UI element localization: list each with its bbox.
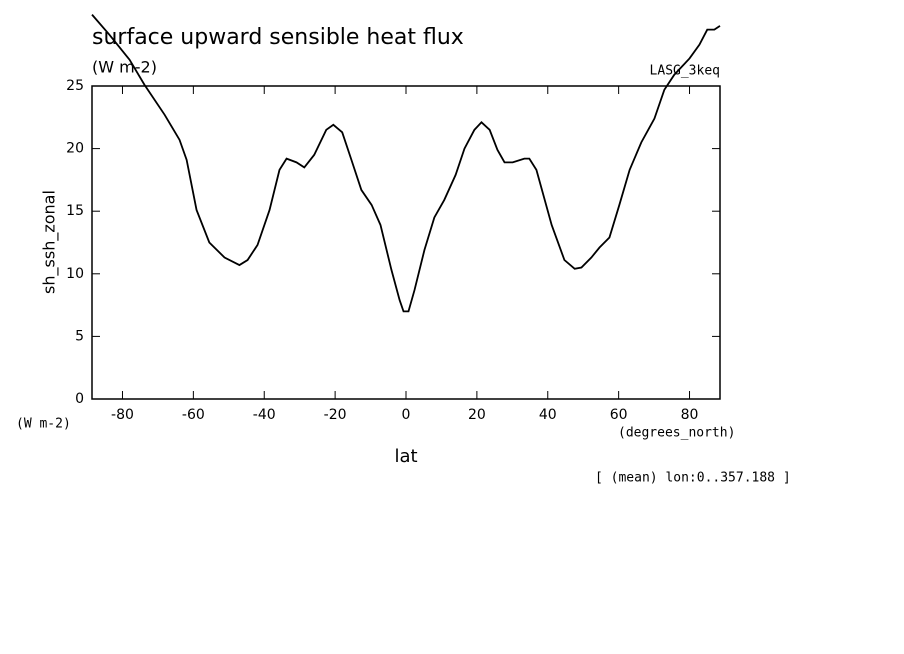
y-tick-label: 25	[66, 78, 84, 94]
x-tick-label: -80	[111, 407, 134, 423]
x-tick-label: -20	[324, 407, 347, 423]
x-tick-label: -40	[253, 407, 276, 423]
y-tick-label: 5	[75, 328, 84, 344]
chart-title: surface upward sensible heat flux	[92, 25, 464, 50]
y-tick-label: 10	[66, 266, 84, 282]
x-tick-label: 60	[610, 407, 628, 423]
x-tick-label: 40	[539, 407, 557, 423]
subtitle: (W m-2)	[92, 58, 157, 77]
x-tick-label: 20	[468, 407, 486, 423]
y-tick-label: 20	[66, 141, 84, 157]
dataset-label: LASG_3keq	[650, 64, 720, 79]
data-line	[91, 14, 721, 313]
x-axis-label: lat	[394, 446, 417, 467]
annotation: [ (mean) lon:0..357.188 ]	[595, 471, 791, 486]
x-tick-label: -60	[182, 407, 205, 423]
y-axis-label: sh_ssh_zonal	[40, 190, 60, 294]
y-units: (W m-2)	[16, 417, 71, 432]
x-tick-label: 0	[402, 407, 411, 423]
x-tick-label: 80	[681, 407, 699, 423]
plot-frame	[91, 85, 721, 400]
y-tick-label: 0	[75, 391, 84, 407]
x-units: (degrees_north)	[618, 426, 735, 441]
y-tick-label: 15	[66, 203, 84, 219]
